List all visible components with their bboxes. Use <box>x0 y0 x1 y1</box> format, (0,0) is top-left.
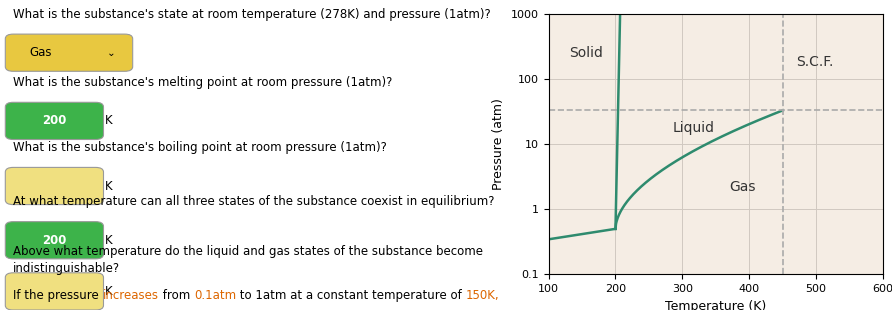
FancyBboxPatch shape <box>5 102 103 140</box>
Text: from: from <box>159 289 194 302</box>
Text: 0.1atm: 0.1atm <box>194 289 235 302</box>
Text: What is the substance's state at room temperature (278K) and pressure (1atm)?: What is the substance's state at room te… <box>13 8 491 21</box>
Text: increases: increases <box>103 289 159 302</box>
FancyBboxPatch shape <box>5 167 103 205</box>
FancyBboxPatch shape <box>5 222 103 259</box>
Text: 150K,: 150K, <box>466 289 499 302</box>
X-axis label: Temperature (K): Temperature (K) <box>665 300 766 310</box>
Text: 200: 200 <box>42 234 67 247</box>
FancyBboxPatch shape <box>5 34 133 71</box>
Text: K: K <box>105 179 112 193</box>
Text: Gas: Gas <box>730 180 756 194</box>
Text: Gas: Gas <box>29 46 52 59</box>
FancyBboxPatch shape <box>5 273 103 310</box>
Text: 200: 200 <box>42 114 67 127</box>
Text: to 1atm at a constant temperature of: to 1atm at a constant temperature of <box>235 289 466 302</box>
Text: indistinguishable?: indistinguishable? <box>13 262 120 275</box>
Text: K: K <box>105 234 112 247</box>
Text: What is the substance's melting point at room pressure (1atm)?: What is the substance's melting point at… <box>13 76 392 89</box>
Text: Liquid: Liquid <box>673 121 714 135</box>
Text: If the pressure: If the pressure <box>13 289 103 302</box>
Text: At what temperature can all three states of the substance coexist in equilibrium: At what temperature can all three states… <box>13 195 495 208</box>
Text: ⌄: ⌄ <box>107 48 116 58</box>
Text: S.C.F.: S.C.F. <box>797 55 833 69</box>
Text: K: K <box>105 285 112 298</box>
Text: What is the substance's boiling point at room pressure (1atm)?: What is the substance's boiling point at… <box>13 141 387 154</box>
Text: K: K <box>105 114 112 127</box>
Y-axis label: Pressure (atm): Pressure (atm) <box>492 98 505 190</box>
Text: Above what temperature do the liquid and gas states of the substance become: Above what temperature do the liquid and… <box>13 245 483 258</box>
Text: Solid: Solid <box>569 46 602 60</box>
